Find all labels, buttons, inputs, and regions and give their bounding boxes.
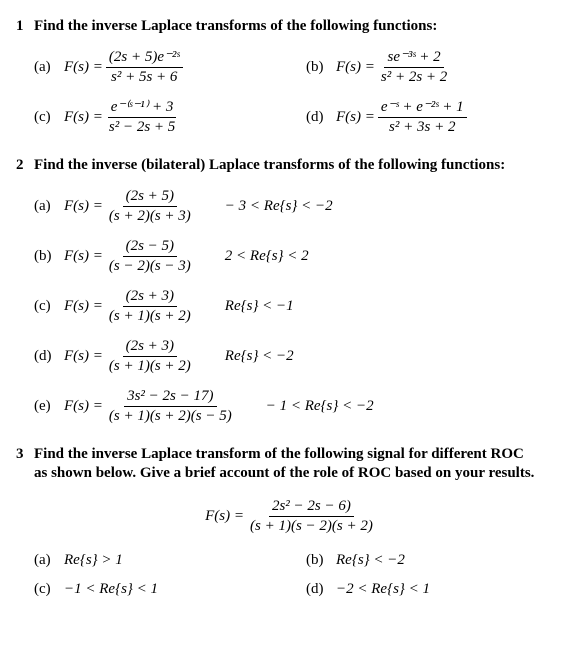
p2-e-frac: 3s² − 2s − 17) (s + 1)(s + 2)(s − 5) — [106, 388, 235, 424]
p2-a-bot: (s + 2)(s + 3) — [106, 207, 194, 225]
p3-b-cond: Re{s} < −2 — [336, 552, 405, 569]
problem-1-items: (a) F(s) = (2s + 5)e⁻²ˢ s² + 5s + 6 (b) … — [34, 49, 568, 135]
p3-eq-lhs: F(s) = — [205, 508, 244, 525]
p3-item-d: (d) −2 < Re{s} < 1 — [306, 581, 568, 598]
problem-3-number-spacer — [16, 465, 34, 482]
p1-d-top: e⁻ˢ + e⁻²ˢ + 1 — [378, 99, 467, 118]
p2-a-top: (2s + 5) — [123, 188, 177, 207]
p2-e-label: (e) — [34, 398, 64, 415]
p1-d-bot: s² + 3s + 2 — [386, 118, 458, 136]
p2-d-frac: (2s + 3) (s + 1)(s + 2) — [106, 338, 194, 374]
problem-3-title-line2: as shown below. Give a brief account of … — [34, 465, 534, 482]
p1-a-frac: (2s + 5)e⁻²ˢ s² + 5s + 6 — [106, 49, 183, 85]
p1-a-bot: s² + 5s + 6 — [108, 68, 180, 86]
p3-items: (a) Re{s} > 1 (b) Re{s} < −2 (c) −1 < Re… — [34, 552, 568, 598]
p2-b-cond: 2 < Re{s} < 2 — [225, 248, 309, 265]
p1-item-b: (b) F(s) = se⁻³ˢ + 2 s² + 2s + 2 — [306, 49, 568, 85]
p2-b-bot: (s − 2)(s − 3) — [106, 257, 194, 275]
p3-eq-frac: 2s² − 2s − 6) (s + 1)(s − 2)(s + 2) — [247, 498, 376, 534]
p2-item-a: (a) F(s) = (2s + 5) (s + 2)(s + 3) − 3 <… — [34, 188, 568, 224]
p2-c-cond: Re{s} < −1 — [225, 298, 294, 315]
p1-a-top: (2s + 5)e⁻²ˢ — [106, 49, 183, 68]
problem-2-heading: 2 Find the inverse (bilateral) Laplace t… — [16, 157, 568, 174]
p2-b-top: (2s − 5) — [123, 238, 177, 257]
p2-item-c: (c) F(s) = (2s + 3) (s + 1)(s + 2) Re{s}… — [34, 288, 568, 324]
p2-a-frac: (2s + 5) (s + 2)(s + 3) — [106, 188, 194, 224]
p3-d-cond: −2 < Re{s} < 1 — [336, 581, 430, 598]
problem-2: 2 Find the inverse (bilateral) Laplace t… — [16, 157, 568, 424]
p3-item-c: (c) −1 < Re{s} < 1 — [34, 581, 296, 598]
p3-equation: F(s) = 2s² − 2s − 6) (s + 1)(s − 2)(s + … — [16, 498, 568, 534]
problem-3: 3 Find the inverse Laplace transform of … — [16, 446, 568, 598]
problem-3-title-line1: Find the inverse Laplace transform of th… — [34, 446, 524, 463]
p2-d-top: (2s + 3) — [123, 338, 177, 357]
p1-d-frac: e⁻ˢ + e⁻²ˢ + 1 s² + 3s + 2 — [378, 99, 467, 135]
p1-b-frac: se⁻³ˢ + 2 s² + 2s + 2 — [378, 49, 450, 85]
p3-c-label: (c) — [34, 581, 64, 598]
p2-e-top: 3s² − 2s − 17) — [124, 388, 216, 407]
problem-2-title: Find the inverse (bilateral) Laplace tra… — [34, 157, 505, 174]
p2-item-b: (b) F(s) = (2s − 5) (s − 2)(s − 3) 2 < R… — [34, 238, 568, 274]
problem-1-title: Find the inverse Laplace transforms of t… — [34, 18, 437, 35]
p2-e-bot: (s + 1)(s + 2)(s − 5) — [106, 407, 235, 425]
p2-d-lhs: F(s) = — [64, 348, 103, 365]
p1-a-lhs: F(s) = — [64, 59, 103, 76]
p2-item-d: (d) F(s) = (2s + 3) (s + 1)(s + 2) Re{s}… — [34, 338, 568, 374]
p1-a-label: (a) — [34, 59, 64, 76]
p2-b-label: (b) — [34, 248, 64, 265]
problem-1-number: 1 — [16, 18, 34, 35]
p1-item-c: (c) F(s) = e⁻⁽ˢ⁻¹⁾ + 3 s² − 2s + 5 — [34, 99, 296, 135]
p2-c-label: (c) — [34, 298, 64, 315]
p2-c-frac: (2s + 3) (s + 1)(s + 2) — [106, 288, 194, 324]
p2-a-label: (a) — [34, 198, 64, 215]
p3-c-cond: −1 < Re{s} < 1 — [64, 581, 158, 598]
p2-d-cond: Re{s} < −2 — [225, 348, 294, 365]
p3-item-a: (a) Re{s} > 1 — [34, 552, 296, 569]
p3-d-label: (d) — [306, 581, 336, 598]
p1-c-lhs: F(s) = — [64, 109, 103, 126]
problem-3-heading: 3 Find the inverse Laplace transform of … — [16, 446, 568, 463]
problem-1-heading: 1 Find the inverse Laplace transforms of… — [16, 18, 568, 35]
p2-item-e: (e) F(s) = 3s² − 2s − 17) (s + 1)(s + 2)… — [34, 388, 568, 424]
p2-a-lhs: F(s) = — [64, 198, 103, 215]
p1-c-bot: s² − 2s + 5 — [106, 118, 178, 136]
p2-a-cond: − 3 < Re{s} < −2 — [225, 198, 333, 215]
p2-c-top: (2s + 3) — [123, 288, 177, 307]
p3-a-label: (a) — [34, 552, 64, 569]
p2-d-bot: (s + 1)(s + 2) — [106, 357, 194, 375]
p2-c-bot: (s + 1)(s + 2) — [106, 307, 194, 325]
p1-b-bot: s² + 2s + 2 — [378, 68, 450, 86]
p2-e-cond: − 1 < Re{s} < −2 — [266, 398, 374, 415]
p3-eq-bot: (s + 1)(s − 2)(s + 2) — [247, 517, 376, 535]
p1-c-frac: e⁻⁽ˢ⁻¹⁾ + 3 s² − 2s + 5 — [106, 99, 178, 135]
problem-1: 1 Find the inverse Laplace transforms of… — [16, 18, 568, 135]
p2-d-label: (d) — [34, 348, 64, 365]
p3-b-label: (b) — [306, 552, 336, 569]
problem-3-number: 3 — [16, 446, 34, 463]
p2-c-lhs: F(s) = — [64, 298, 103, 315]
p2-b-lhs: F(s) = — [64, 248, 103, 265]
p1-d-lhs: F(s) = — [336, 109, 375, 126]
p3-eq-top: 2s² − 2s − 6) — [269, 498, 354, 517]
p1-b-top: se⁻³ˢ + 2 — [384, 49, 443, 68]
p1-c-label: (c) — [34, 109, 64, 126]
p1-c-top: e⁻⁽ˢ⁻¹⁾ + 3 — [108, 99, 177, 118]
p1-d-label: (d) — [306, 109, 336, 126]
p1-item-d: (d) F(s) = e⁻ˢ + e⁻²ˢ + 1 s² + 3s + 2 — [306, 99, 568, 135]
p2-b-frac: (2s − 5) (s − 2)(s − 3) — [106, 238, 194, 274]
p3-item-b: (b) Re{s} < −2 — [306, 552, 568, 569]
p3-a-cond: Re{s} > 1 — [64, 552, 123, 569]
p2-e-lhs: F(s) = — [64, 398, 103, 415]
problem-3-heading-line2-wrap: as shown below. Give a brief account of … — [16, 465, 568, 482]
p1-b-lhs: F(s) = — [336, 59, 375, 76]
p1-item-a: (a) F(s) = (2s + 5)e⁻²ˢ s² + 5s + 6 — [34, 49, 296, 85]
p1-b-label: (b) — [306, 59, 336, 76]
problem-2-number: 2 — [16, 157, 34, 174]
